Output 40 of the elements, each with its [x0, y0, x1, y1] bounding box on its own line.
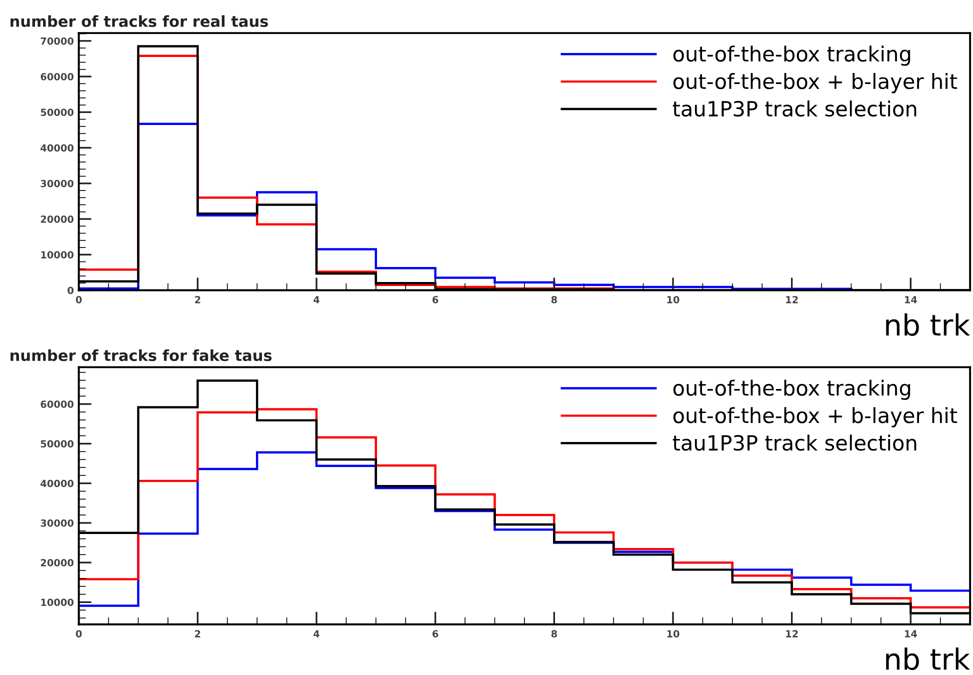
y-tick-label: 40000: [40, 480, 74, 488]
y-tick-label: 20000: [40, 215, 74, 223]
y-tick-label: 50000: [40, 108, 74, 116]
y-tick-label: 10000: [41, 598, 74, 606]
x-axis-title: nb trk: [886, 648, 970, 670]
y-tick-label: 60000: [40, 400, 74, 408]
x-tick-label: 4: [314, 296, 320, 304]
legend-label: tau1P3P track selection: [672, 100, 916, 117]
legend-label: out-of-the-box tracking: [673, 46, 910, 66]
y-tick-label: 70000: [40, 37, 74, 45]
x-tick-label: 6: [432, 630, 438, 638]
x-tick-label: 2: [195, 296, 200, 304]
y-tick-label: 40000: [40, 144, 74, 152]
legend-label: out-of-the-box tracking: [673, 380, 910, 400]
x-tick-label: 10: [667, 296, 680, 304]
x-tick-label: 4: [314, 630, 320, 638]
x-tick-label: 0: [76, 296, 82, 304]
y-tick-label: 30000: [40, 180, 74, 188]
y-tick-label: 0: [68, 286, 74, 294]
x-tick-label: 12: [786, 630, 798, 638]
legend-label: tau1P3P track selection: [672, 434, 916, 451]
legend-label: out-of-the-box + b-layer hit: [673, 73, 958, 94]
chart-title: number of tracks for real taus: [10, 15, 268, 28]
x-tick-label: 14: [904, 630, 917, 638]
x-tick-label: 2: [195, 630, 200, 638]
x-tick-label: 0: [76, 630, 82, 638]
x-tick-label: 12: [786, 296, 798, 304]
y-tick-label: 60000: [40, 73, 74, 80]
y-tick-label: 50000: [40, 440, 74, 448]
x-tick-label: 6: [432, 296, 438, 304]
x-tick-label: 10: [667, 630, 680, 638]
y-tick-label: 20000: [40, 559, 74, 566]
y-tick-label: 10000: [41, 251, 74, 258]
y-tick-label: 30000: [40, 519, 74, 527]
x-axis-title: nb trk: [886, 313, 970, 336]
legend-label: out-of-the-box + b-layer hit: [673, 407, 958, 428]
chart-title: number of tracks for fake taus: [10, 349, 272, 362]
x-tick-label: 14: [904, 296, 917, 304]
x-tick-label: 8: [551, 296, 557, 304]
x-tick-label: 8: [551, 630, 557, 638]
